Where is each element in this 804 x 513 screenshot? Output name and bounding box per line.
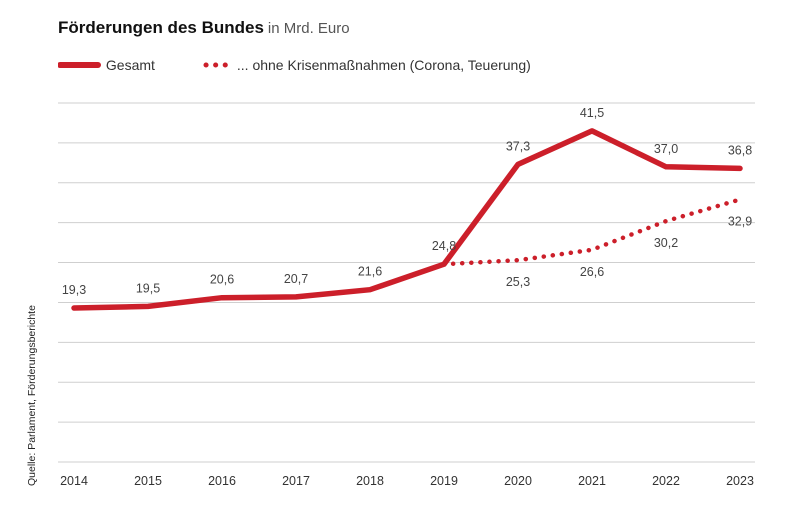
legend-item-ohne-krisen: ... ohne Krisenmaßnahmen (Corona, Teueru… [203, 57, 531, 73]
data-label-gesamt: 24,8 [432, 239, 456, 253]
gridlines [58, 102, 755, 463]
x-tick-label: 2022 [652, 474, 680, 488]
chart-title-main: Förderungen des Bundes [58, 18, 264, 37]
data-label-gesamt: 37,3 [506, 139, 530, 153]
x-tick-label: 2018 [356, 474, 384, 488]
chart-title-unit: in Mrd. Euro [267, 20, 350, 37]
legend-item-gesamt: Gesamt [57, 57, 155, 73]
x-axis-ticks: 2014 2015 2016 2017 2018 2019 2020 2021 2022 2023 [60, 474, 754, 488]
data-label-ohne-krisen: 26,6 [580, 265, 604, 279]
series-lines [71, 128, 743, 311]
series-line-gesamt [71, 128, 743, 311]
chart-title: Förderungen des Bundes in Mrd. Euro [58, 18, 350, 38]
data-label-ohne-krisen: 32,9 [728, 215, 752, 229]
x-tick-label: 2023 [726, 474, 754, 488]
data-label-gesamt: 19,3 [62, 283, 86, 297]
legend-label-ohne-krisen: ... ohne Krisenmaßnahmen (Corona, Teueru… [236, 57, 531, 73]
legend-label-gesamt: Gesamt [105, 57, 155, 73]
x-tick-label: 2019 [430, 474, 458, 488]
data-label-ohne-krisen: 25,3 [506, 275, 530, 289]
data-label-ohne-krisen: 30,2 [654, 236, 678, 250]
data-labels: 19,3 19,5 20,6 20,7 21,6 24,8 37,3 41,5 37,0 36,8… [62, 106, 752, 297]
series-line-ohne-krisen [441, 197, 743, 267]
data-label-gesamt: 20,7 [284, 272, 308, 286]
x-tick-label: 2017 [282, 474, 310, 488]
x-tick-label: 2021 [578, 474, 606, 488]
x-tick-label: 2016 [208, 474, 236, 488]
x-tick-label: 2015 [134, 474, 162, 488]
data-label-gesamt: 20,6 [210, 273, 234, 287]
data-label-gesamt: 37,0 [654, 142, 678, 156]
legend-swatch-solid [57, 62, 101, 68]
data-label-gesamt: 41,5 [580, 106, 604, 120]
x-tick-label: 2020 [504, 474, 532, 488]
data-label-gesamt: 36,8 [728, 143, 752, 157]
legend-swatch-dotted [203, 62, 234, 68]
data-label-gesamt: 19,5 [136, 281, 160, 295]
x-tick-label: 2014 [60, 474, 88, 488]
data-label-gesamt: 21,6 [358, 265, 382, 279]
